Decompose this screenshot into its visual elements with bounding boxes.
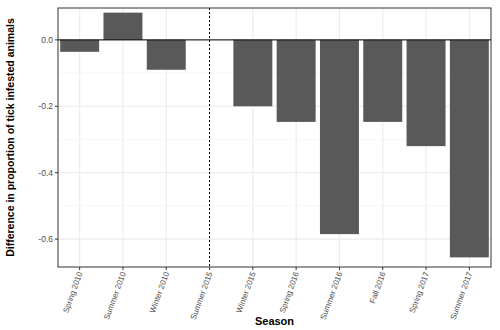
x-grid-line — [209, 8, 210, 267]
bar — [450, 40, 489, 257]
y-tick — [55, 39, 58, 40]
plot-background — [58, 8, 491, 267]
x-tick — [296, 267, 297, 270]
zero-line — [58, 39, 491, 40]
x-axis-title: Season — [255, 315, 294, 327]
bar — [407, 40, 446, 146]
bar — [277, 40, 316, 122]
x-tick-label: Spring 2016 — [278, 270, 301, 314]
x-tick — [209, 267, 210, 270]
y-tick-label: -0.4 — [38, 168, 53, 178]
x-grid-line — [122, 8, 123, 267]
bar — [320, 40, 359, 234]
bar — [60, 40, 99, 52]
x-tick-label: Winter 2010 — [148, 270, 171, 314]
x-tick-label: Summer 2015 — [189, 270, 215, 321]
x-tick — [79, 267, 80, 270]
bar — [233, 40, 272, 106]
x-tick — [252, 267, 253, 270]
y-tick — [55, 106, 58, 107]
bar — [147, 40, 186, 70]
x-tick-label: Summer 2016 — [319, 270, 345, 321]
x-tick-label: Winter 2015 — [235, 270, 258, 314]
y-tick — [55, 172, 58, 173]
plot-frame — [58, 8, 491, 267]
x-tick-label: Spring 2017 — [408, 270, 431, 314]
chart-root: -0.6 -0.4 -0.2 0.0 Spring 2010 Summer 2010 Win… — [0, 0, 500, 330]
grid-line — [58, 39, 491, 40]
x-tick-label: Spring 2010 — [61, 270, 84, 314]
x-tick-label: Summer 2010 — [102, 270, 128, 321]
chart-svg: -0.6 -0.4 -0.2 0.0 Spring 2010 Summer 2010 Win… — [0, 0, 500, 330]
separator-line — [209, 8, 210, 267]
y-tick-label: -0.2 — [38, 101, 53, 111]
y-tick-label: -0.6 — [38, 234, 53, 244]
x-tick — [426, 267, 427, 270]
bar — [363, 40, 402, 122]
y-tick-label: 0.0 — [41, 35, 53, 45]
x-tick — [122, 267, 123, 270]
x-tick — [469, 267, 470, 270]
x-tick-label: Summer 2017 — [449, 270, 475, 321]
x-tick — [339, 267, 340, 270]
x-tick-label: Fall 2016 — [368, 270, 388, 305]
x-tick — [166, 267, 167, 270]
x-tick — [382, 267, 383, 270]
bars — [58, 8, 491, 267]
bar — [103, 13, 142, 40]
y-tick — [55, 239, 58, 240]
y-axis-title: Difference in proportion of tick infeste… — [4, 18, 16, 257]
